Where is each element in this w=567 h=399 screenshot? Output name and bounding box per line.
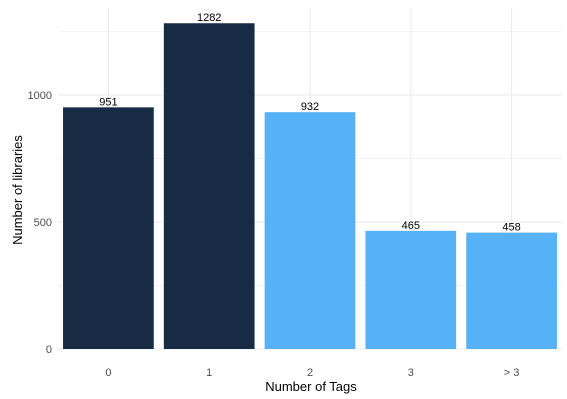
- bars: [63, 23, 557, 349]
- x-tick-label: > 3: [504, 367, 520, 379]
- x-axis-title: Number of Tags: [265, 379, 357, 394]
- y-tick-label: 500: [34, 217, 52, 229]
- bar: [466, 232, 557, 349]
- x-tick-label: 1: [206, 367, 212, 379]
- bar-value-label: 951: [99, 96, 117, 108]
- y-axis-ticks: 0 500 1000: [28, 90, 52, 356]
- bar: [163, 23, 255, 349]
- bar-value-label: 458: [502, 222, 520, 234]
- y-tick-label: 1000: [28, 90, 52, 102]
- y-tick-label: 0: [46, 344, 52, 356]
- x-tick-label: 0: [105, 367, 111, 379]
- bar-value-label: 465: [402, 220, 420, 232]
- y-axis-title: Number of libraries: [10, 135, 25, 245]
- x-tick-label: 3: [408, 367, 414, 379]
- bar: [264, 112, 356, 349]
- x-tick-label: 2: [307, 367, 313, 379]
- bar: [63, 107, 154, 349]
- bar-value-label: 1282: [197, 12, 221, 24]
- bar: [365, 230, 457, 349]
- data-labels: 951 1282 932 465 458: [99, 12, 521, 233]
- x-axis-ticks: 0 1 2 3 > 3: [105, 367, 519, 379]
- bar-value-label: 932: [301, 101, 319, 113]
